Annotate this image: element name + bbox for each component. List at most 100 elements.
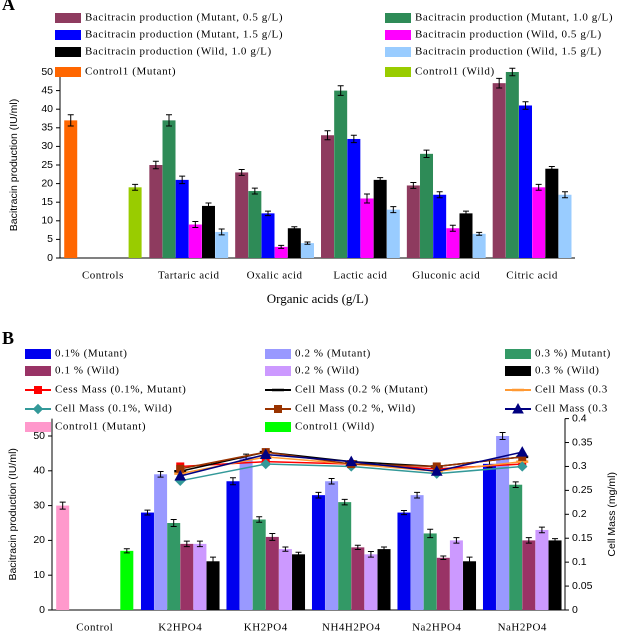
y-tick-label: 25 [41,159,53,171]
bar [206,561,220,610]
y2-tick-label: 0.05 [572,580,593,592]
legend-swatch [385,47,411,57]
y-tick-label: 0 [47,252,53,264]
bar [300,243,314,258]
error-bar [265,210,272,217]
y2-tick-label: 0 [572,604,578,616]
error-bar [218,228,225,236]
error-bar [166,114,173,127]
bar [373,179,387,258]
legend-swatch [55,30,81,40]
legend-swatch [385,30,411,40]
error-bar [548,165,555,172]
marker [260,458,271,470]
error-bar [453,537,460,544]
bar [459,213,473,258]
bar [235,172,249,258]
x-tick-label: Control [76,622,113,634]
legend-label: Bacitracin production (Wild, 0.5 g/L) [415,29,602,41]
bar [311,495,325,610]
y-axis-title: Bacitracin production (IU/ml) [7,448,19,580]
y-tick-label: 15 [41,196,53,208]
y-tick-label: 5 [47,233,53,245]
bar [436,557,450,610]
error-bar [367,551,374,558]
bar [274,246,288,258]
marker [516,446,529,457]
bar [248,191,262,258]
legend-label: Cell Mass (0.2 % (Mutant) [295,384,428,396]
error-bar [132,183,139,191]
legend-label: 0.1 % (Wild) [55,365,120,377]
bar [193,543,207,610]
bar [496,436,510,610]
x-tick-label: KH2PO4 [244,622,288,634]
bar [472,233,486,258]
error-bar [476,231,483,236]
y-tick-label: 0 [39,604,45,616]
x-tick-label: Gluconic acid [412,270,480,282]
legend-label: Bacitracin production (Wild, 1.5 g/L) [415,46,602,58]
y-tick-label: 30 [33,499,45,511]
error-bar [552,538,559,543]
panel-label: A [2,0,15,14]
x-tick-label: Tartaric acid [158,270,220,282]
legend-label: 0.3 % (Wild) [535,365,600,377]
error-bar [229,477,236,486]
y2-tick-label: 0.3 [572,460,587,472]
bar [278,549,292,610]
legend-label: Cell Mass (0.2 %, Wild) [295,403,416,415]
y-tick-label: 50 [41,66,53,78]
error-bar [210,556,217,566]
legend-swatch [385,67,411,77]
error-bar [269,532,276,541]
y-axis-title: Bacitracin production (IU/ml) [8,99,20,231]
error-bar [522,101,529,110]
y-tick-label: 30 [41,140,53,152]
legend-label: 0.3 %) Mutant) [535,348,611,360]
bar [265,536,279,610]
y2-tick-label: 0.35 [572,436,593,448]
bar [56,505,70,610]
error-bar [123,548,130,554]
legend-label: Control1 (Mutant) [55,421,146,433]
bar [509,484,523,610]
bar [226,481,240,610]
error-bar [427,528,434,539]
legend-swatch [25,366,51,376]
legend-label: Control1 (Wild) [415,66,495,78]
y-tick-label: 10 [41,215,53,227]
bar [162,120,176,258]
legend-marker [274,405,282,413]
x-tick-label: Na2HPO4 [412,622,461,634]
bar [377,549,391,610]
bar [397,512,411,610]
bar [420,153,434,258]
legend-label: 0.1% (Mutant) [55,348,128,360]
error-bar [350,134,357,144]
x-tick-label: Lactic acid [333,270,387,282]
bar [446,228,460,258]
error-bar [152,160,159,170]
bar [325,481,339,610]
bar [167,523,181,610]
bar [252,519,266,610]
bar [64,120,78,258]
bar [558,194,572,258]
bar [261,213,275,258]
error-bar [496,77,503,89]
bar [175,179,189,258]
legend-label: Control1 (Mutant) [85,66,176,78]
marker [517,461,528,472]
y2-axis-title: Cell Mass (mg/ml) [606,472,618,557]
error-bar [381,546,388,552]
legend-label: 0.2 % (Mutant) [295,348,371,360]
y-tick-label: 50 [33,430,45,442]
bar [364,554,378,610]
error-bar [304,241,311,245]
y2-tick-label: 0.15 [572,532,593,544]
error-bar [509,67,516,77]
y-tick-label: 20 [41,177,53,189]
error-bar [328,477,335,485]
bar [410,495,424,610]
